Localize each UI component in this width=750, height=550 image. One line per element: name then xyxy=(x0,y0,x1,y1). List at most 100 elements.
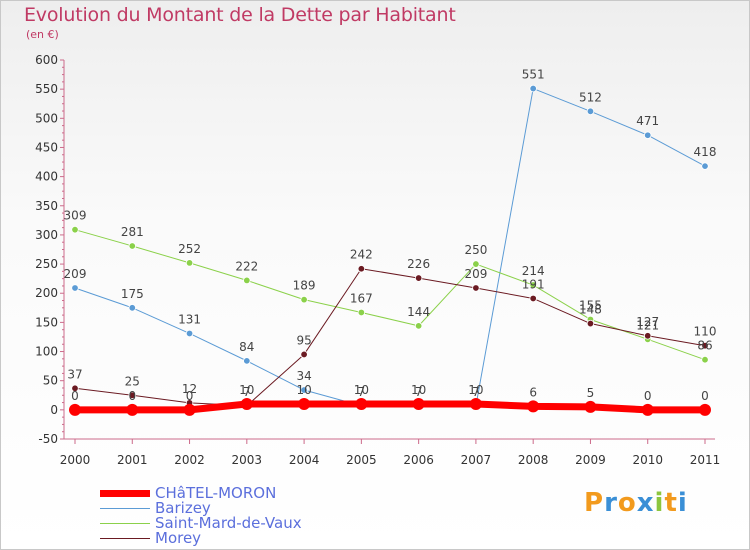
data-label-2: 214 xyxy=(522,264,545,278)
y-tick-label: 50 xyxy=(43,374,58,388)
data-label-3: 148 xyxy=(579,303,602,317)
x-tick-label: 2003 xyxy=(232,453,263,467)
series-point-0 xyxy=(699,403,711,416)
legend-swatch-chatel-moron xyxy=(100,490,150,497)
series-point-0 xyxy=(641,403,654,416)
series-point-3 xyxy=(644,332,652,340)
data-label-0: 10 xyxy=(296,383,311,397)
data-label-2: 144 xyxy=(407,305,430,319)
x-tick-label: 2002 xyxy=(174,453,205,467)
logo-letter: t xyxy=(664,488,678,518)
chart-data-labels: 0 0 0 10 10 10 10 10 6 5 0 0 209 175 131 84 34 7 7 7 551 512 4… xyxy=(64,68,717,403)
x-tick-label: 2008 xyxy=(518,453,549,467)
logo-letter: i xyxy=(654,488,665,518)
logo-letter: i xyxy=(677,488,688,518)
data-label-1: 7 xyxy=(415,385,423,399)
series-point-1 xyxy=(701,162,709,170)
data-label-0: 10 xyxy=(354,383,369,397)
legend-label-morey: Morey xyxy=(155,529,202,547)
data-label-0: 0 xyxy=(128,389,136,403)
data-label-1: 7 xyxy=(472,385,480,399)
data-label-3: 25 xyxy=(125,374,140,388)
series-point-3 xyxy=(701,342,709,350)
y-tick-label: 450 xyxy=(35,140,58,154)
series-point-2 xyxy=(357,308,366,317)
chart-title: Evolution du Montant de la Dette par Hab… xyxy=(24,4,456,26)
x-tick-label: 2010 xyxy=(632,453,663,467)
data-label-0: 0 xyxy=(186,389,194,403)
series-point-0 xyxy=(183,403,196,416)
series-point-0 xyxy=(469,398,482,411)
series-point-3 xyxy=(357,265,366,273)
series-point-1 xyxy=(644,131,652,139)
data-label-2: 189 xyxy=(293,279,316,293)
legend-label-chatel-moron: CHâTEL-MORON xyxy=(155,484,277,502)
legend-label-barizey: Barizey xyxy=(155,499,211,517)
series-point-1 xyxy=(128,304,136,312)
x-tick-label: 2000 xyxy=(60,453,91,467)
y-tick-label: 200 xyxy=(35,286,58,300)
series-point-1 xyxy=(586,107,595,116)
y-tick-label: 600 xyxy=(35,53,58,67)
data-label-2: 86 xyxy=(697,339,712,353)
data-label-3: 7 xyxy=(243,385,251,399)
legend-swatch-barizey xyxy=(100,508,150,509)
y-tick-label: 400 xyxy=(35,170,58,184)
y-tick-label: 350 xyxy=(35,199,58,213)
series-line-1 xyxy=(74,88,706,407)
data-label-3: 127 xyxy=(636,315,659,329)
series-point-1 xyxy=(529,84,537,93)
data-label-3: 12 xyxy=(182,382,197,396)
data-label-1: 7 xyxy=(358,385,366,399)
data-label-3: 191 xyxy=(522,277,545,291)
x-tick-label: 2005 xyxy=(346,453,377,467)
series-point-2 xyxy=(243,276,251,285)
series-point-3 xyxy=(586,319,595,328)
data-label-0: 0 xyxy=(644,389,652,403)
series-point-2 xyxy=(300,295,308,304)
x-tick-label: 2004 xyxy=(289,453,320,467)
logo-letter: o xyxy=(617,488,637,518)
series-point-3 xyxy=(414,274,423,282)
data-label-3: 226 xyxy=(407,257,430,271)
data-label-0: 6 xyxy=(529,385,537,399)
series-point-2 xyxy=(185,259,194,267)
series-line-3 xyxy=(74,268,706,407)
chart-axes: 600550500450400350300250200150100500-502… xyxy=(35,53,720,467)
data-label-0: 0 xyxy=(701,389,709,403)
y-tick-label: -50 xyxy=(38,432,58,446)
data-label-0: 10 xyxy=(411,383,426,397)
y-tick-label: 150 xyxy=(35,315,58,329)
x-tick-label: 2001 xyxy=(117,453,148,467)
series-point-2 xyxy=(701,356,709,364)
series-point-1 xyxy=(300,386,308,394)
data-label-2: 222 xyxy=(235,259,258,273)
series-line-2 xyxy=(74,229,706,361)
series-point-3 xyxy=(300,350,308,359)
y-tick-label: 500 xyxy=(35,111,58,125)
data-label-0: 10 xyxy=(239,383,254,397)
data-label-2: 121 xyxy=(636,318,659,332)
series-point-0 xyxy=(412,398,425,411)
data-label-2: 250 xyxy=(464,243,487,257)
series-point-3 xyxy=(472,284,480,292)
logo-letter: x xyxy=(636,488,655,518)
y-tick-label: 550 xyxy=(35,82,58,96)
data-label-1: 512 xyxy=(579,90,602,104)
series-point-0 xyxy=(69,403,81,416)
data-label-2: 252 xyxy=(178,242,201,256)
series-point-1 xyxy=(243,357,251,365)
data-label-0: 5 xyxy=(587,386,595,400)
legend-swatch-morey xyxy=(100,538,150,539)
series-point-0 xyxy=(584,400,597,413)
x-tick-label: 2011 xyxy=(690,453,721,467)
series-point-1 xyxy=(185,329,194,338)
series-point-3 xyxy=(71,384,79,392)
y-tick-label: 250 xyxy=(35,257,58,271)
data-label-3: 242 xyxy=(350,248,373,262)
series-point-3 xyxy=(529,294,537,303)
series-point-2 xyxy=(71,225,79,234)
data-label-1: 34 xyxy=(296,369,311,383)
series-point-2 xyxy=(472,260,480,268)
